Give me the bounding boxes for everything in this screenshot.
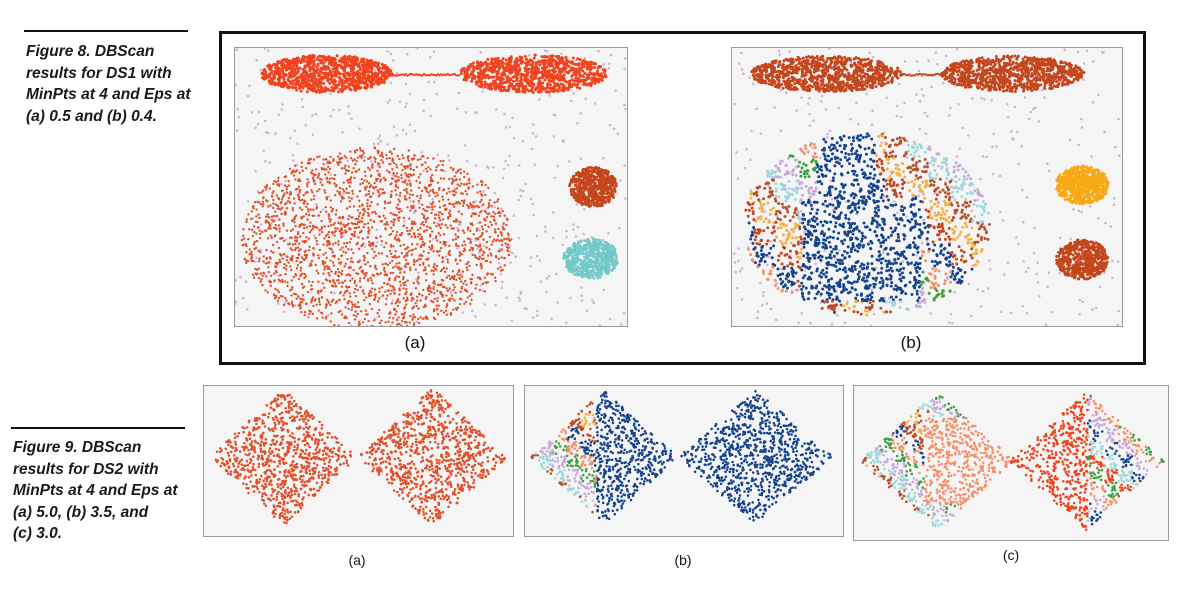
figure8-panel-b-points (732, 48, 1121, 326)
figure9-panel-a-label: (a) (348, 552, 366, 568)
figure9-panel-c-points (861, 393, 1165, 531)
figure9-panel-c-scatter (861, 393, 1165, 531)
figure9-panel-b-scatter (530, 389, 832, 522)
figure9-panel-a-plot (203, 385, 514, 537)
figure9-panel-a-points (214, 388, 506, 525)
figure9-panel-c-label: (c) (1002, 547, 1020, 563)
figure9-panel-b-label: (b) (674, 552, 692, 568)
figure8-caption-rule (24, 30, 188, 32)
figure8-panel-a-scatter (235, 48, 627, 326)
figure8-panel-b-label: (b) (900, 333, 922, 352)
figure8-frame (219, 31, 1146, 365)
figure8-caption: Figure 8. DBScan results for DS1 with Mi… (26, 43, 191, 125)
figure9-caption: Figure 9. DBScan results for DS2 with Mi… (13, 439, 178, 542)
figure8-panel-b-scatter (732, 48, 1121, 326)
figure9-panel-b-points (530, 389, 832, 522)
figure9-caption-rule (11, 427, 185, 429)
figure8-panel-b-plot (731, 47, 1123, 327)
figure8-panel-a-plot (234, 47, 628, 327)
figure9-panel-c-plot (853, 385, 1169, 541)
figure9-panel-a-scatter (214, 388, 506, 525)
figure9-panel-b-plot (524, 385, 844, 537)
figure8-panel-a-points (235, 48, 627, 326)
figure8-panel-a-label: (a) (404, 333, 426, 352)
